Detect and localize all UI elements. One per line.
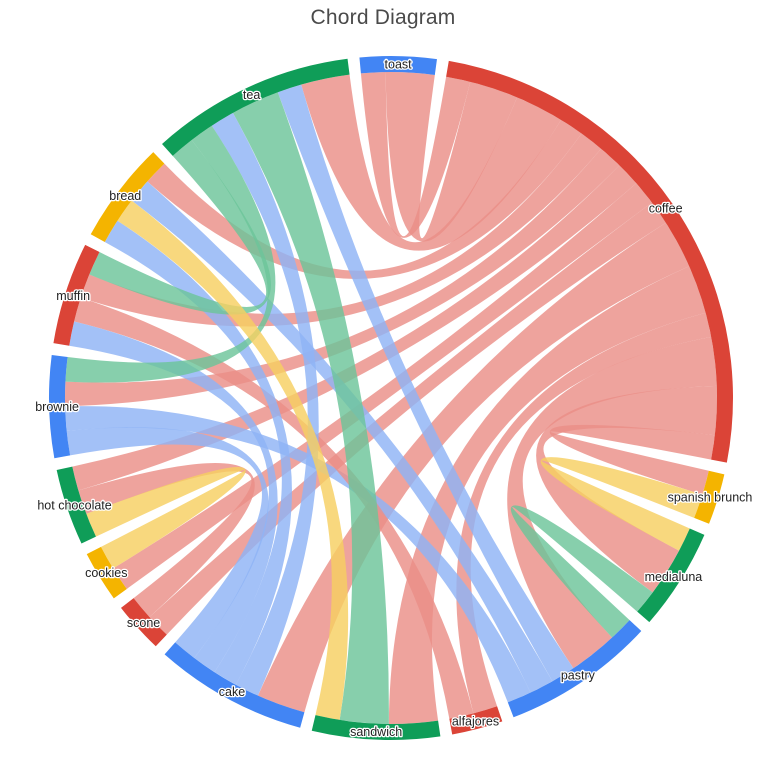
node-label-cookies: cookies xyxy=(85,566,127,580)
ribbon-scone-hot-chocolate[interactable] xyxy=(78,463,255,617)
ribbon-pastry-bread[interactable] xyxy=(131,181,553,693)
node-label-bread: bread xyxy=(109,189,141,203)
node-label-tea: tea xyxy=(243,88,260,102)
ribbon-cookies-hot-chocolate[interactable] xyxy=(86,466,246,569)
node-arc-sandwich[interactable] xyxy=(311,715,441,740)
node-arc-brownie[interactable] xyxy=(48,354,71,459)
node-label-medialuna: medialuna xyxy=(645,570,703,584)
node-arc-alfajores[interactable] xyxy=(449,706,503,735)
ribbon-coffee-cake[interactable] xyxy=(257,222,690,713)
node-label-spanish-brunch: spanish brunch xyxy=(668,490,753,504)
node-label-pastry: pastry xyxy=(561,668,596,682)
arcs-group xyxy=(48,56,733,740)
ribbon-bread-sandwich[interactable] xyxy=(117,200,349,720)
node-label-muffin: muffin xyxy=(56,289,90,303)
ribbon-spanish-brunch-medialuna[interactable] xyxy=(540,457,703,551)
ribbon-coffee-spanish-brunch[interactable] xyxy=(549,424,715,495)
node-arc-spanish-brunch[interactable] xyxy=(694,470,725,524)
node-arc-pastry[interactable] xyxy=(507,620,642,718)
node-label-scone: scone xyxy=(127,616,160,630)
ribbon-tea-muffin[interactable] xyxy=(89,140,271,315)
node-arc-cookies[interactable] xyxy=(86,546,127,599)
ribbon-coffee-sandwich[interactable] xyxy=(388,266,706,725)
node-arc-muffin[interactable] xyxy=(53,244,100,346)
ribbon-coffee-hot-chocolate[interactable] xyxy=(72,165,637,491)
ribbon-pastry-brownie[interactable] xyxy=(65,406,531,703)
ribbon-coffee-toast[interactable] xyxy=(385,72,518,242)
ribbon-sandwich-tea[interactable] xyxy=(232,92,389,724)
node-label-coffee: coffee xyxy=(649,201,683,215)
node-label-sandwich: sandwich xyxy=(350,725,402,739)
node-arc-cake[interactable] xyxy=(164,642,305,728)
chart-title: Chord Diagram xyxy=(310,6,456,29)
ribbon-coffee-toast[interactable] xyxy=(360,72,471,238)
node-label-brownie: brownie xyxy=(35,400,79,414)
ribbon-cake-brownie[interactable] xyxy=(66,427,269,658)
ribbon-cake-tea[interactable] xyxy=(211,112,319,696)
ribbons-group xyxy=(65,72,717,725)
ribbon-pastry-tea[interactable] xyxy=(277,84,574,682)
node-label-cake: cake xyxy=(219,685,245,699)
node-arc-hot-chocolate[interactable] xyxy=(56,466,96,544)
node-label-toast: toast xyxy=(385,58,413,72)
node-arc-tea[interactable] xyxy=(162,58,350,156)
ribbon-coffee-alfajores[interactable] xyxy=(456,312,712,714)
ribbon-coffee-scone[interactable] xyxy=(149,202,666,635)
ribbon-coffee-muffin[interactable] xyxy=(80,133,602,327)
labels-group: toast coffee spanish brunch medialuna pastry… xyxy=(34,56,754,740)
node-arc-toast[interactable] xyxy=(359,56,437,75)
node-arc-bread[interactable] xyxy=(90,152,165,242)
node-arc-scone[interactable] xyxy=(120,598,167,647)
ribbon-coffee-cookies[interactable] xyxy=(113,183,652,589)
node-label-hot-chocolate: hot chocolate xyxy=(37,498,111,512)
node-arc-medialuna[interactable] xyxy=(637,528,705,623)
node-label-alfajores: alfajores xyxy=(452,715,499,729)
